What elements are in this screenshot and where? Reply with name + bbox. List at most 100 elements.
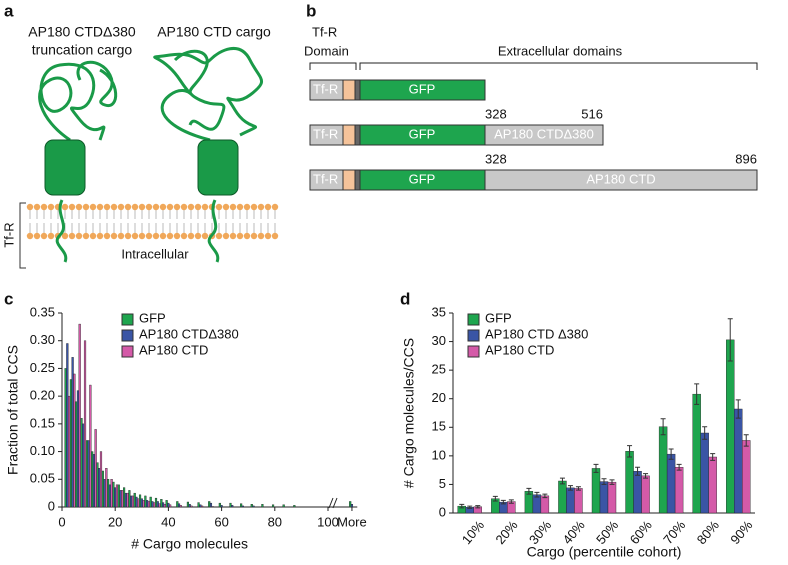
y-tick-label: 15 — [432, 419, 446, 434]
bar — [117, 484, 120, 508]
bar — [85, 440, 88, 508]
bar — [133, 492, 136, 508]
bar — [124, 492, 127, 508]
bar — [218, 502, 221, 508]
bar — [108, 484, 111, 508]
error-bar — [694, 383, 700, 405]
label: Intracellular — [121, 246, 189, 261]
bar — [71, 357, 74, 508]
x-axis-title: # Cargo molecules — [131, 536, 248, 552]
box-label: Tf-R — [313, 126, 338, 141]
constructs: Tf-R GFP Tf-R GFP AP180 CTDΔ380 328 516 Tf-R GFP… — [309, 79, 758, 191]
axis-break — [328, 497, 338, 509]
x-tick-label: More — [337, 514, 367, 529]
bar — [156, 501, 159, 508]
bar — [607, 481, 617, 514]
lipid-head — [264, 232, 272, 240]
bar — [114, 487, 117, 508]
error-bar — [601, 478, 607, 485]
label: truncation cargo — [32, 42, 133, 58]
bar — [128, 490, 131, 508]
bar — [599, 481, 609, 514]
lipid-head — [145, 203, 153, 211]
label: Tf-R — [1, 222, 16, 247]
bar — [76, 390, 80, 508]
lipid-head — [187, 203, 195, 211]
x-axis-title: Cargo (percentile cohort) — [527, 544, 682, 560]
bar — [153, 502, 156, 508]
legend-label: AP180 CTD — [485, 342, 554, 357]
bar — [87, 440, 90, 508]
cargo-box — [484, 169, 758, 191]
lipid-head — [229, 232, 237, 240]
bar — [112, 481, 115, 508]
bar — [708, 456, 717, 514]
y-tick-label: 0.25 — [30, 360, 55, 375]
lipid-head — [271, 232, 279, 240]
x-tick-label: 60% — [627, 517, 655, 547]
bracket — [309, 62, 758, 70]
x-tick-label: 20% — [492, 517, 520, 547]
bar — [271, 504, 275, 508]
error-bar — [492, 495, 498, 502]
lipid-head — [257, 232, 265, 240]
lipid-head — [75, 232, 83, 240]
legend-label: GFP — [485, 310, 512, 325]
legend-swatch — [467, 313, 480, 326]
bar — [115, 484, 119, 508]
error-bar — [459, 503, 465, 509]
bar — [78, 323, 81, 508]
bar — [591, 468, 601, 514]
lipid-head — [166, 203, 174, 211]
bar — [75, 401, 78, 508]
bar — [186, 501, 190, 508]
bar — [211, 506, 214, 508]
gfp-box — [359, 79, 486, 101]
error-bar — [575, 486, 581, 491]
bar — [209, 502, 213, 508]
bar — [666, 453, 676, 514]
bar — [293, 505, 296, 508]
lipid-head — [33, 203, 41, 211]
lipid-head — [61, 232, 69, 240]
lipid-head — [180, 203, 188, 211]
bar — [94, 429, 97, 508]
label: Extracellular domains — [498, 43, 623, 58]
bar — [240, 503, 243, 508]
error-bar — [743, 434, 749, 447]
box-label: Tf-R — [313, 171, 338, 186]
lipid-head — [215, 203, 223, 211]
y-tick-label: 25 — [432, 362, 446, 377]
residue: 328 — [485, 151, 507, 166]
y-tick-label: 0.05 — [30, 471, 55, 486]
lipid-head — [96, 232, 104, 240]
y-tick-label: 0.35 — [30, 304, 55, 319]
x-tick-label: 50% — [593, 517, 621, 547]
bar — [566, 487, 575, 514]
bar — [158, 503, 161, 508]
bar — [146, 500, 149, 508]
bar — [726, 339, 735, 514]
lipid-head — [75, 203, 83, 211]
error-bar — [475, 505, 481, 509]
bar — [142, 500, 145, 508]
label: AP180 CTDΔ380 — [28, 24, 136, 40]
bar — [105, 468, 108, 508]
bar — [558, 480, 567, 514]
lipid-head — [47, 232, 55, 240]
bar — [126, 492, 129, 508]
bar — [692, 393, 701, 514]
error-bar — [727, 318, 733, 362]
y-tick-label: 0 — [439, 504, 446, 519]
bar — [101, 470, 104, 508]
lipid-head — [236, 203, 244, 211]
lipid-head — [82, 232, 90, 240]
x-tick-label: 10% — [459, 517, 487, 547]
bar — [241, 505, 244, 508]
error-bar — [643, 473, 649, 479]
bar — [80, 418, 83, 508]
x-tick-label: 70% — [660, 517, 688, 547]
error-bar — [500, 499, 506, 505]
lipid-head — [250, 232, 258, 240]
legend-label: AP180 CTD — [139, 342, 208, 357]
